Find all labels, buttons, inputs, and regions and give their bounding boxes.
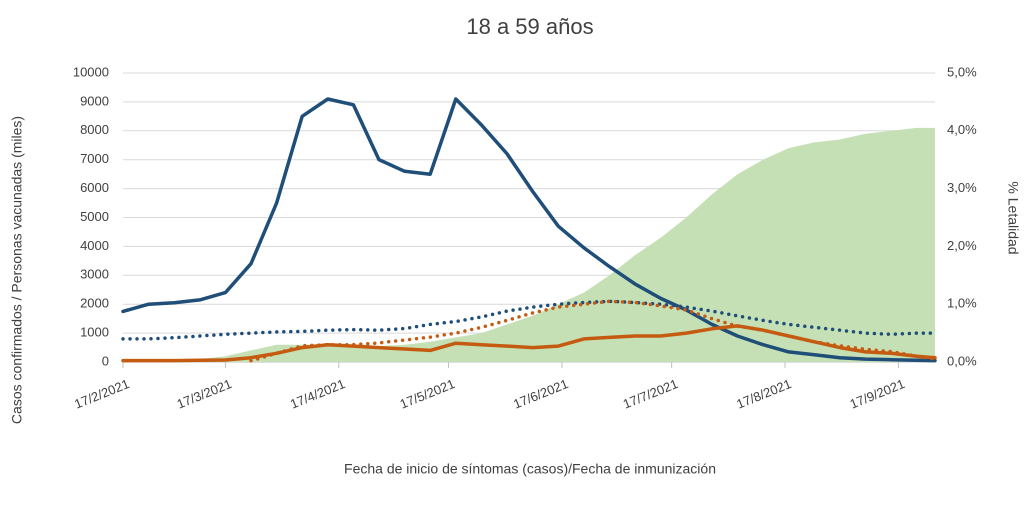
y2-axis-title: % Letalidad bbox=[1005, 181, 1021, 254]
y-tick-label: 9000 bbox=[80, 93, 109, 108]
y-tick-label: 5000 bbox=[80, 209, 109, 224]
line bbox=[121, 97, 937, 363]
x-tick-label: 17/4/2021 bbox=[288, 376, 347, 412]
x-tick-label: 17/2/2021 bbox=[72, 376, 131, 412]
x-tick-label: 17/6/2021 bbox=[511, 376, 570, 412]
y-tick-label: 3000 bbox=[80, 267, 109, 282]
x-tick-label: 17/5/2021 bbox=[398, 376, 457, 412]
y2-tick-label: 3,0% bbox=[947, 180, 977, 195]
y-tick-label: 2000 bbox=[80, 296, 109, 311]
x-tick-label: 17/3/2021 bbox=[175, 376, 234, 412]
dotted-line bbox=[249, 299, 937, 363]
dotted-line bbox=[121, 299, 937, 341]
y2-tick-label: 5,0% bbox=[947, 64, 977, 79]
y2-tick-label: 0,0% bbox=[947, 353, 977, 368]
chart-title: 18 a 59 años bbox=[466, 14, 593, 39]
y-tick-label: 7000 bbox=[80, 151, 109, 166]
y-tick-label: 6000 bbox=[80, 180, 109, 195]
y-tick-label: 1000 bbox=[80, 325, 109, 340]
y2-tick-label: 4,0% bbox=[947, 122, 977, 137]
y-tick-label: 8000 bbox=[80, 122, 109, 137]
y-axis-title: Casos confirmados / Personas vacunadas (… bbox=[9, 116, 25, 424]
x-tick-label: 17/9/2021 bbox=[848, 376, 907, 412]
x-tick-label: 17/7/2021 bbox=[621, 376, 680, 412]
area bbox=[123, 127, 935, 363]
x-axis-title: Fecha de inicio de síntomas (casos)/Fech… bbox=[344, 461, 716, 477]
y-tick-label: 10000 bbox=[73, 64, 109, 79]
y2-tick-label: 2,0% bbox=[947, 238, 977, 253]
y-tick-label: 4000 bbox=[80, 238, 109, 253]
x-tick-label: 17/8/2021 bbox=[734, 376, 793, 412]
y-tick-label: 0 bbox=[102, 353, 109, 368]
y2-tick-label: 1,0% bbox=[947, 296, 977, 311]
